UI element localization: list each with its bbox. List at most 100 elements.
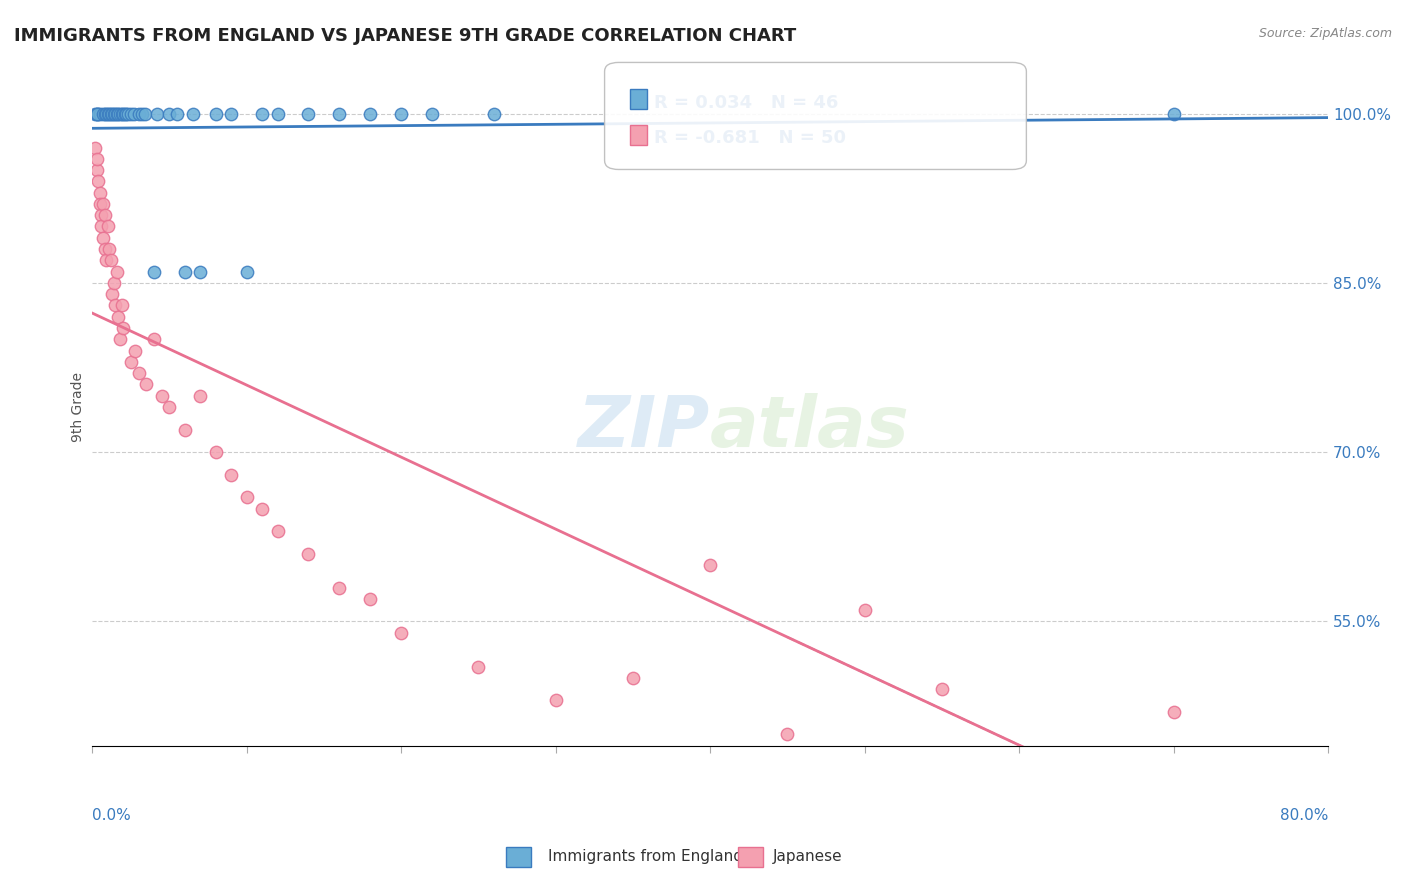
Immigrants from England bbox=[107, 106, 129, 120]
Text: 0.0%: 0.0% bbox=[93, 807, 131, 822]
Japanese bbox=[204, 445, 226, 459]
Immigrants from England bbox=[86, 106, 108, 120]
Immigrants from England bbox=[101, 106, 124, 120]
Japanese bbox=[250, 501, 273, 516]
Immigrants from England bbox=[482, 106, 505, 120]
Immigrants from England bbox=[173, 265, 195, 279]
Japanese bbox=[699, 558, 721, 572]
Immigrants from England bbox=[297, 106, 319, 120]
Japanese bbox=[266, 524, 288, 538]
Japanese bbox=[173, 423, 195, 437]
Japanese bbox=[86, 152, 108, 166]
Immigrants from England bbox=[91, 106, 114, 120]
Text: IMMIGRANTS FROM ENGLAND VS JAPANESE 9TH GRADE CORRELATION CHART: IMMIGRANTS FROM ENGLAND VS JAPANESE 9TH … bbox=[14, 27, 796, 45]
Immigrants from England bbox=[108, 106, 131, 120]
Text: ZIP: ZIP bbox=[578, 392, 710, 462]
Japanese bbox=[101, 287, 124, 301]
Text: R = 0.034   N = 46: R = 0.034 N = 46 bbox=[654, 94, 838, 112]
Japanese bbox=[93, 208, 115, 222]
Japanese bbox=[100, 253, 122, 268]
Immigrants from England bbox=[122, 106, 145, 120]
Japanese bbox=[150, 389, 173, 403]
Japanese bbox=[108, 332, 131, 346]
Immigrants from England bbox=[204, 106, 226, 120]
Japanese bbox=[89, 197, 111, 211]
Immigrants from England bbox=[420, 106, 443, 120]
Japanese bbox=[91, 231, 114, 245]
Japanese bbox=[389, 625, 412, 640]
Japanese bbox=[112, 321, 135, 335]
Japanese bbox=[86, 163, 108, 178]
Japanese bbox=[103, 276, 125, 290]
Japanese bbox=[90, 208, 112, 222]
Immigrants from England bbox=[266, 106, 288, 120]
Immigrants from England bbox=[103, 106, 125, 120]
Japanese bbox=[97, 219, 120, 234]
Immigrants from England bbox=[110, 106, 132, 120]
Japanese bbox=[94, 253, 117, 268]
Immigrants from England bbox=[117, 106, 139, 120]
Japanese bbox=[328, 581, 350, 595]
Japanese bbox=[621, 671, 644, 685]
Y-axis label: 9th Grade: 9th Grade bbox=[72, 372, 86, 442]
Immigrants from England bbox=[235, 265, 257, 279]
Japanese bbox=[110, 298, 132, 312]
Immigrants from England bbox=[86, 106, 108, 120]
Immigrants from England bbox=[89, 106, 111, 120]
Immigrants from England bbox=[159, 106, 181, 120]
Japanese bbox=[467, 659, 489, 673]
Japanese bbox=[93, 242, 115, 256]
Japanese bbox=[297, 547, 319, 561]
Japanese bbox=[219, 467, 242, 482]
Text: 80.0%: 80.0% bbox=[1279, 807, 1329, 822]
Immigrants from England bbox=[146, 106, 169, 120]
Immigrants from England bbox=[1163, 106, 1185, 120]
Immigrants from England bbox=[104, 106, 127, 120]
Japanese bbox=[188, 389, 211, 403]
Immigrants from England bbox=[389, 106, 412, 120]
Japanese bbox=[143, 332, 166, 346]
Immigrants from England bbox=[250, 106, 273, 120]
Japanese bbox=[107, 310, 129, 324]
Immigrants from England bbox=[105, 106, 128, 120]
Immigrants from England bbox=[134, 106, 156, 120]
Japanese bbox=[159, 400, 181, 414]
Japanese bbox=[89, 186, 111, 200]
Immigrants from England bbox=[115, 106, 138, 120]
Japanese bbox=[105, 265, 128, 279]
Japanese bbox=[544, 693, 567, 707]
Immigrants from England bbox=[120, 106, 142, 120]
Immigrants from England bbox=[112, 106, 135, 120]
Japanese bbox=[91, 197, 114, 211]
Immigrants from England bbox=[100, 106, 122, 120]
Text: atlas: atlas bbox=[710, 392, 910, 462]
Immigrants from England bbox=[328, 106, 350, 120]
Immigrants from England bbox=[143, 265, 166, 279]
Text: Immigrants from England: Immigrants from England bbox=[548, 849, 744, 863]
Japanese bbox=[98, 242, 121, 256]
Japanese bbox=[104, 298, 127, 312]
Immigrants from England bbox=[98, 106, 121, 120]
Immigrants from England bbox=[87, 106, 110, 120]
Japanese bbox=[776, 727, 799, 741]
Immigrants from England bbox=[128, 106, 150, 120]
Japanese bbox=[90, 219, 112, 234]
Japanese bbox=[84, 140, 107, 154]
Japanese bbox=[128, 366, 150, 380]
Immigrants from England bbox=[114, 106, 136, 120]
Japanese bbox=[87, 174, 110, 188]
Japanese bbox=[1163, 705, 1185, 719]
Immigrants from England bbox=[94, 106, 117, 120]
Immigrants from England bbox=[219, 106, 242, 120]
Japanese bbox=[135, 377, 157, 392]
Text: Japanese: Japanese bbox=[773, 849, 844, 863]
Immigrants from England bbox=[166, 106, 188, 120]
Immigrants from England bbox=[93, 106, 115, 120]
Immigrants from England bbox=[181, 106, 204, 120]
Text: Source: ZipAtlas.com: Source: ZipAtlas.com bbox=[1258, 27, 1392, 40]
Immigrants from England bbox=[359, 106, 381, 120]
Japanese bbox=[359, 591, 381, 606]
Immigrants from England bbox=[188, 265, 211, 279]
Immigrants from England bbox=[97, 106, 120, 120]
Immigrants from England bbox=[131, 106, 153, 120]
